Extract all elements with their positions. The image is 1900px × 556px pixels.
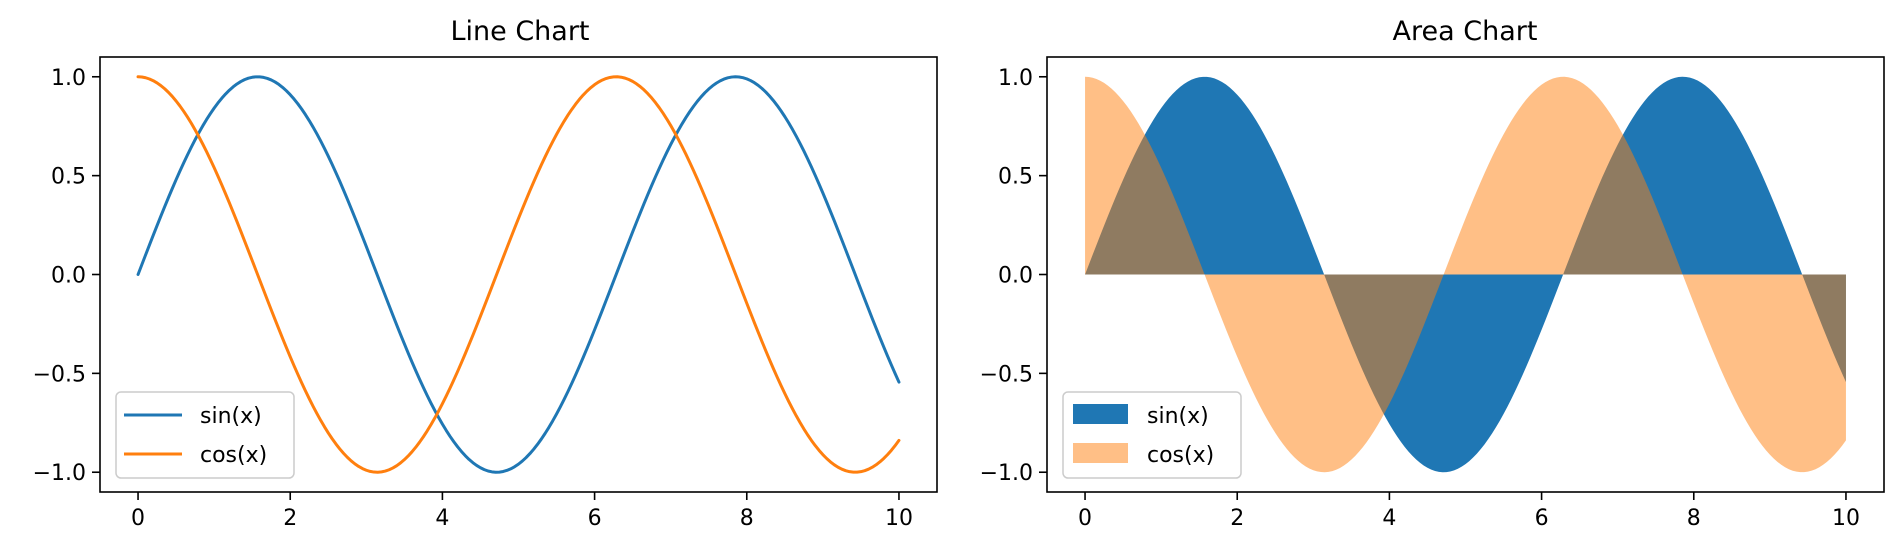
legend-swatch-cos (1073, 443, 1128, 463)
y-tick-label: 0.5 (51, 165, 86, 190)
y-tick-label: −0.5 (980, 362, 1033, 387)
x-tick-label: 10 (1832, 506, 1860, 531)
x-tick-label: 0 (1078, 506, 1092, 531)
y-tick-label: 0.0 (51, 264, 86, 289)
y-tick-label: 1.0 (998, 66, 1033, 91)
x-tick-label: 8 (1687, 506, 1701, 531)
area-chart-panel: Area Chart 0 2 4 6 8 10 1.0 0.5 0.0 −0.5 −1.0 sin… (980, 16, 1885, 531)
legend-label-cos: cos(x) (1147, 443, 1214, 468)
line-chart-legend: sin(x) cos(x) (115, 391, 295, 479)
y-tick-label: −1.0 (33, 461, 86, 486)
cos-series-area (1085, 76, 1846, 473)
legend-swatch-sin (1073, 404, 1128, 424)
x-tick-label: 0 (131, 506, 145, 531)
area-chart-title: Area Chart (1393, 16, 1538, 47)
x-tick-label: 8 (740, 506, 754, 531)
x-tick-label: 4 (435, 506, 449, 531)
x-tick-label: 2 (283, 506, 297, 531)
y-tick-label: −0.5 (33, 362, 86, 387)
y-tick-label: 0.5 (998, 165, 1033, 190)
x-tick-label: 6 (1535, 506, 1549, 531)
line-chart-x-axis: 0 2 4 6 8 10 (131, 492, 913, 531)
y-tick-label: −1.0 (980, 461, 1033, 486)
x-tick-label: 6 (588, 506, 602, 531)
y-tick-label: 1.0 (51, 66, 86, 91)
line-chart-panel: Line Chart 0 2 4 6 8 10 1.0 0.5 0.0 −0.5 −1.0 sin… (33, 16, 938, 531)
area-chart-x-axis: 0 2 4 6 8 10 (1078, 492, 1860, 531)
line-chart-title: Line Chart (450, 16, 589, 47)
area-chart-series (1085, 76, 1846, 473)
line-chart-series (136, 75, 901, 474)
area-chart-y-axis: 1.0 0.5 0.0 −0.5 −1.0 (980, 66, 1047, 486)
x-tick-label: 2 (1230, 506, 1244, 531)
legend-label-sin: sin(x) (200, 404, 262, 429)
x-tick-label: 10 (885, 506, 913, 531)
y-tick-label: 0.0 (998, 264, 1033, 289)
legend-label-cos: cos(x) (200, 443, 267, 468)
x-tick-label: 4 (1382, 506, 1396, 531)
sin-series-area (1085, 76, 1846, 473)
legend-label-sin: sin(x) (1147, 404, 1209, 429)
sin-series-line (136, 75, 901, 474)
line-chart-y-axis: 1.0 0.5 0.0 −0.5 −1.0 (33, 66, 100, 486)
cos-series-line (136, 75, 901, 474)
area-chart-legend: sin(x) cos(x) (1062, 391, 1242, 479)
